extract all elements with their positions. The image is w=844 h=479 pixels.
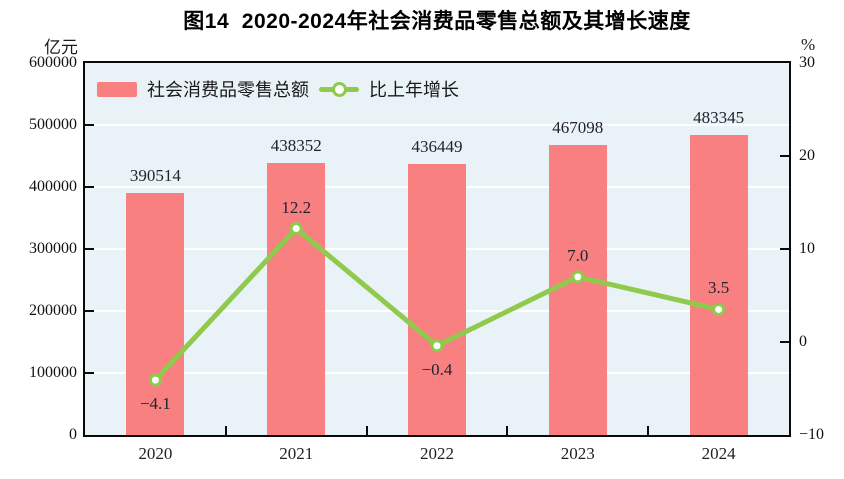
legend-line-marker-icon (319, 81, 359, 97)
plot-area: 社会消费品零售总额 比上年增长 390514 438352 436449 467098… (83, 61, 791, 437)
x-axis-label-2020: 2020 (138, 444, 173, 463)
growth-value-label-2020: −4.1 (139, 394, 171, 414)
left-axis-tick-label: 400000 (29, 178, 77, 195)
growth-value-label-2024: 3.5 (707, 278, 730, 298)
left-axis-tick-label: 0 (69, 426, 77, 443)
left-axis-tick-label: 300000 (29, 240, 77, 257)
bar-2023 (548, 145, 607, 435)
left-axis-tick-label: 500000 (29, 116, 77, 133)
x-axis-tick (506, 426, 509, 435)
right-axis-tick-label: 30 (799, 54, 815, 71)
legend-bar-series-label: 社会消费品零售总额 (147, 80, 309, 100)
x-axis-label-2022: 2022 (420, 444, 454, 463)
x-axis-label-2021: 2021 (279, 444, 314, 463)
right-axis-tick (780, 248, 789, 250)
growth-value-label-2022: −0.4 (421, 359, 453, 379)
x-axis-tick (647, 426, 650, 435)
legend-circle-icon (332, 81, 347, 97)
bar-value-label-2021: 438352 (270, 136, 322, 156)
left-axis-tick-label: 200000 (29, 302, 77, 319)
left-axis-tick (85, 124, 94, 126)
legend-bar-swatch-icon (97, 81, 137, 97)
bar-value-label-2024: 483345 (693, 108, 745, 128)
x-axis-label-2023: 2023 (560, 444, 595, 463)
x-axis-tick (365, 426, 368, 435)
right-axis-tick-label: 20 (799, 147, 815, 164)
bar-value-label-2020: 390514 (129, 165, 181, 185)
left-axis-unit: 亿元 (44, 38, 78, 57)
x-axis-tick (224, 426, 227, 435)
left-axis-tick (85, 248, 94, 250)
growth-value-label-2021: 12.2 (281, 197, 312, 217)
gridline (85, 124, 789, 126)
right-axis-unit: % (801, 35, 816, 54)
growth-value-label-2023: 7.0 (567, 245, 589, 265)
right-axis-tick (780, 341, 789, 343)
chart-title: 图14 2020-2024年社会消费品零售总额及其增长速度 (183, 10, 691, 33)
left-axis-tick (85, 310, 94, 312)
right-axis-tick-label: −10 (799, 426, 825, 443)
right-axis-tick-label: 10 (799, 240, 815, 257)
bar-value-label-2022: 436449 (411, 137, 463, 157)
left-axis-tick-label: 100000 (29, 364, 77, 381)
x-axis-label-2024: 2024 (701, 444, 736, 463)
legend-line-series-label: 比上年增长 (369, 80, 459, 100)
right-axis-tick (780, 155, 789, 157)
left-axis-tick (85, 372, 94, 374)
bar-value-label-2023: 467098 (552, 118, 604, 138)
right-axis-tick-label: 0 (799, 333, 807, 350)
left-axis-tick (85, 186, 94, 188)
bar-2022 (408, 164, 466, 435)
left-axis-tick-label: 600000 (29, 54, 77, 71)
legend: 社会消费品零售总额 比上年增长 (97, 76, 459, 102)
